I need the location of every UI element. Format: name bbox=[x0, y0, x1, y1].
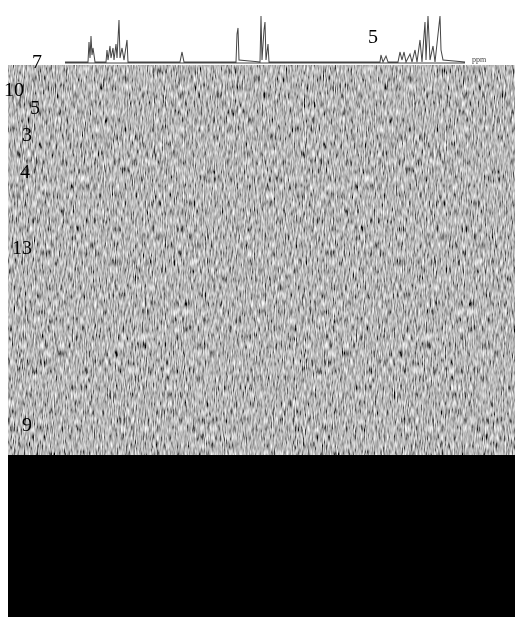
peak-label: 5 bbox=[368, 26, 378, 48]
black-region bbox=[8, 455, 515, 617]
noise-region bbox=[8, 65, 515, 455]
side-label: 4 bbox=[20, 161, 30, 183]
side-label: 9 bbox=[22, 414, 32, 436]
side-label: 10 bbox=[4, 79, 24, 101]
side-label: 5 bbox=[30, 97, 40, 119]
side-label: 13 bbox=[12, 237, 32, 259]
side-label: 3 bbox=[22, 124, 32, 146]
spectrum-figure: 5 ppm 7 10 5 3 4 13 9 bbox=[0, 0, 515, 617]
side-label: 7 bbox=[32, 51, 42, 73]
axis-unit: ppm bbox=[472, 55, 487, 64]
